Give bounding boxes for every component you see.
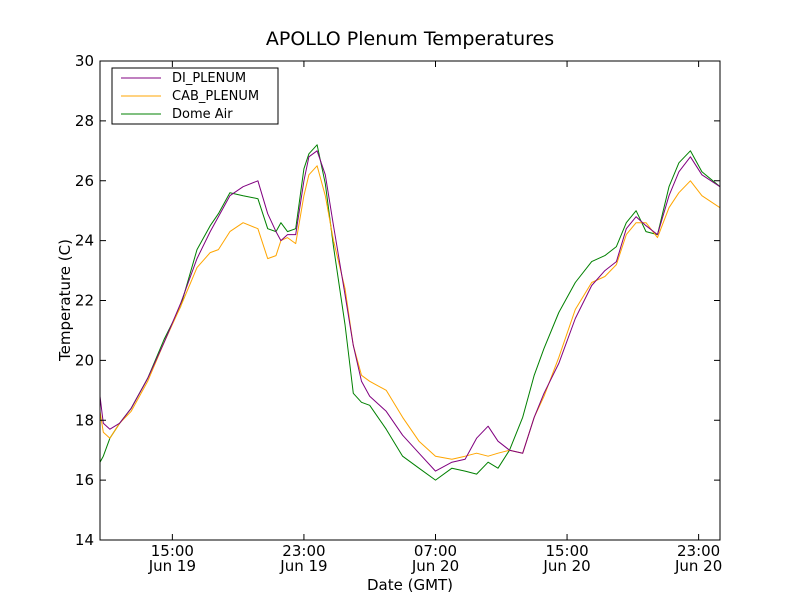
y-tick-label: 18 — [75, 411, 94, 429]
plot-background — [100, 61, 720, 540]
x-tick-label-date: Jun 20 — [542, 557, 590, 575]
legend-box — [111, 67, 279, 125]
y-tick-label: 20 — [75, 351, 94, 369]
legend: DI_PLENUM CAB_PLENUM Dome Air — [111, 67, 279, 125]
series-line-di-plenum — [100, 150, 720, 472]
x-tick-label-time: 07:00 — [414, 542, 457, 560]
x-tick-label-time: 23:00 — [677, 542, 720, 560]
x-axis-label: Date (GMT) — [367, 576, 453, 594]
y-tick-label: 26 — [75, 172, 94, 190]
y-tick-label: 28 — [75, 112, 94, 130]
y-axis-label: Temperature (C) — [56, 239, 74, 362]
plot-frame — [99, 60, 721, 541]
x-tick-label-time: 15:00 — [545, 542, 588, 560]
series-layer — [100, 144, 720, 481]
y-tick-label: 16 — [75, 471, 94, 489]
series-line-cab-plenum — [100, 165, 720, 460]
y-tick-label: 24 — [75, 232, 94, 250]
legend-label-cab-plenum: CAB_PLENUM — [172, 89, 259, 104]
y-tick-label: 14 — [75, 531, 94, 549]
x-tick-label-time: 15:00 — [151, 542, 194, 560]
series-line-dome-air — [100, 144, 720, 481]
y-tick-label: 22 — [75, 292, 94, 310]
x-tick-label-date: Jun 20 — [674, 557, 722, 575]
y-tick-label: 30 — [75, 52, 94, 70]
x-tick-label-date: Jun 20 — [411, 557, 459, 575]
x-tick-label-date: Jun 19 — [279, 557, 327, 575]
chart-title: APOLLO Plenum Temperatures — [266, 28, 554, 50]
legend-label-di-plenum: DI_PLENUM — [172, 71, 246, 86]
x-tick-label-time: 23:00 — [282, 542, 325, 560]
x-tick-label-date: Jun 19 — [148, 557, 196, 575]
legend-label-dome-air: Dome Air — [172, 107, 233, 122]
